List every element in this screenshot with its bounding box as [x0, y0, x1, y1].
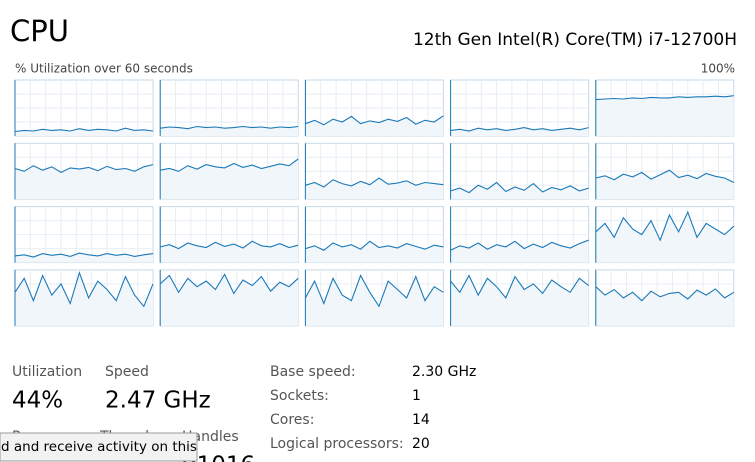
graph-line: [304, 274, 444, 308]
graph-line: [160, 125, 299, 130]
graph-area: [305, 241, 444, 263]
graph-area: [305, 115, 444, 136]
graph-line: [450, 274, 589, 299]
tooltip: d and receive activity on this: [1, 439, 197, 455]
graph-area: [160, 274, 299, 326]
detail-label: Cores:: [270, 412, 314, 428]
graph-max: 100%: [701, 62, 735, 76]
graph-area: [450, 240, 589, 263]
graph-area: [160, 126, 299, 136]
detail-label: Base speed:: [270, 364, 356, 380]
graph-area: [160, 159, 299, 200]
detail-label: Sockets:: [270, 388, 329, 404]
details: Base speed: 2.30 GHz Sockets: 1 Cores: 14 Logi…: [270, 364, 476, 452]
graph-line: [450, 239, 589, 251]
graph-area: [595, 286, 734, 326]
stat-value: 44%: [12, 388, 63, 414]
graph-area: [305, 178, 444, 200]
graph-line: [14, 164, 154, 174]
graphs: [14, 79, 735, 327]
graph-line: [14, 127, 154, 133]
tooltip-box: [0, 432, 198, 462]
detail-value: 20: [412, 436, 430, 452]
graph-area: [15, 272, 153, 326]
detail-value: 1: [412, 388, 421, 404]
graph-line: [595, 95, 734, 101]
graph-line: [305, 177, 444, 188]
stat-value: 2.47 GHz: [105, 388, 211, 414]
graph-area: [305, 275, 444, 326]
stat-label: Utilization: [12, 364, 82, 380]
stat-value: 91016: [182, 453, 255, 462]
graph-line: [595, 169, 735, 183]
graph-area: [450, 275, 589, 326]
graph-area: [15, 164, 153, 200]
graph-area: [595, 95, 734, 136]
title: CPU: [10, 14, 69, 48]
graph-label: % Utilization over 60 seconds: [15, 62, 193, 76]
graph-line: [450, 181, 589, 194]
graph-line: [450, 127, 589, 132]
graph-line: [305, 115, 444, 126]
graph-line: [159, 273, 299, 295]
graph-line: [14, 270, 154, 308]
graph-line: [160, 240, 299, 250]
detail-value: 2.30 GHz: [412, 364, 476, 380]
graph-line: [160, 158, 299, 172]
detail-value: 14: [412, 412, 430, 428]
graph-line: [595, 210, 735, 242]
graph-line: [305, 240, 444, 251]
processor: 12th Gen Intel(R) Core(TM) i7-12700H: [413, 30, 737, 50]
graph-area: [595, 212, 734, 263]
detail-label: Logical processors:: [270, 436, 404, 452]
graph-line: [14, 252, 154, 258]
graph-area: [450, 182, 589, 200]
graph-line: [595, 286, 735, 302]
stat-label: Speed: [105, 364, 149, 380]
